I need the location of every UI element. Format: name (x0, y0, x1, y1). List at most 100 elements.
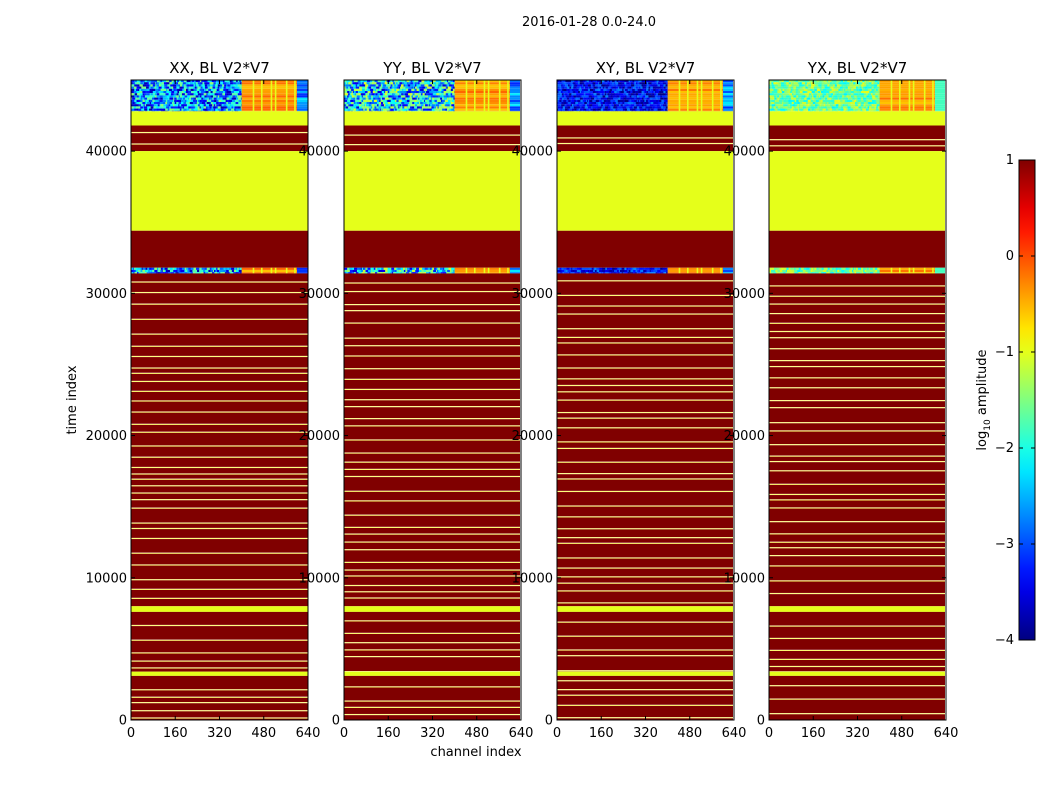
heatmap-cell (383, 272, 386, 274)
heatmap-cell (834, 80, 837, 83)
heatmap-cell (934, 267, 945, 270)
heatmap-cell (206, 99, 209, 102)
heatmap-cell (186, 104, 189, 107)
heatmap-cell (224, 93, 228, 96)
heatmap-cell (417, 102, 420, 105)
heatmap-cell (375, 95, 379, 98)
heatmap-cell (580, 91, 585, 94)
heatmap-cell (808, 108, 811, 111)
heatmap-cell (432, 272, 437, 274)
heatmap-cell (817, 108, 821, 111)
heatmap-cell (411, 272, 415, 274)
heatmap-cell (637, 269, 640, 273)
heatmap-cell (344, 338, 520, 346)
heatmap-cell (231, 106, 234, 109)
heatmap-cell (437, 86, 440, 89)
heatmap-cell (163, 91, 167, 94)
heatmap-cell (184, 104, 188, 107)
heatmap-cell (628, 104, 632, 107)
heatmap-cell (582, 269, 586, 273)
heatmap-cell (861, 91, 865, 94)
heatmap-cell (398, 99, 401, 102)
heatmap-cell (151, 267, 155, 270)
heatmap-cell (420, 84, 424, 87)
heatmap-cell (856, 84, 858, 87)
heatmap-cell (380, 97, 383, 100)
heatmap-cell (131, 485, 308, 487)
heatmap-cell (567, 106, 571, 109)
heatmap-cell (168, 93, 172, 96)
heatmap-cell (722, 108, 733, 111)
heatmap-cell (210, 91, 214, 94)
heatmap-cell (234, 93, 239, 96)
heatmap-cell (599, 82, 602, 85)
heatmap-cell (215, 82, 219, 85)
heatmap-cell (344, 379, 520, 389)
heatmap-cell (845, 269, 850, 273)
heatmap-cell (769, 626, 945, 638)
heatmap-cell (398, 95, 402, 98)
heatmap-cell (369, 108, 372, 111)
heatmap-cell (651, 93, 653, 96)
heatmap-cell (775, 108, 778, 111)
heatmap-cell (170, 84, 174, 87)
heatmap-cell (374, 93, 377, 96)
heatmap-cell (797, 269, 801, 273)
heatmap-cell (358, 104, 362, 107)
heatmap-cell (234, 269, 237, 273)
heatmap-cell (667, 93, 669, 96)
heatmap-cell (180, 269, 183, 273)
heatmap-cell (400, 267, 404, 270)
heatmap-cell (344, 419, 520, 426)
x-tick-label: 0 (765, 726, 773, 741)
heatmap-cell (233, 272, 237, 274)
heatmap-cell (799, 91, 804, 94)
heatmap-cell (400, 95, 403, 98)
heatmap-cell (843, 108, 846, 111)
heatmap-cell (420, 93, 423, 96)
heatmap-cell (828, 99, 832, 102)
heatmap-cell (786, 93, 790, 96)
heatmap-cell (806, 93, 810, 96)
heatmap-cell (236, 91, 240, 94)
heatmap-cell (879, 93, 935, 96)
heatmap-cell (645, 93, 649, 96)
heatmap-cell (686, 267, 689, 274)
heatmap-cell (794, 102, 799, 105)
heatmap-cell (823, 93, 827, 96)
heatmap-cell (802, 80, 805, 83)
heatmap-cell (398, 80, 402, 83)
heatmap-cell (663, 272, 665, 274)
heatmap-cell (450, 102, 454, 105)
heatmap-cell (447, 86, 452, 89)
heatmap-cell (576, 269, 580, 273)
heatmap-cell (636, 104, 639, 107)
heatmap-cell (603, 91, 606, 94)
heatmap-cell (849, 272, 853, 274)
heatmap-cell (344, 452, 520, 454)
heatmap-cell (344, 657, 520, 672)
heatmap-cell (801, 93, 805, 96)
heatmap-cell (233, 84, 237, 87)
heatmap-cell (424, 108, 428, 111)
heatmap-cell (166, 106, 170, 109)
heatmap-cell (374, 99, 378, 102)
heatmap-cell (775, 99, 778, 102)
heatmap-cell (145, 84, 150, 87)
heatmap-cell (789, 88, 792, 91)
heatmap-cell (421, 269, 424, 273)
heatmap-cell (373, 97, 376, 100)
heatmap-cell (188, 86, 192, 89)
heatmap-cell (657, 91, 660, 94)
heatmap-cell (663, 91, 666, 94)
heatmap-cell (173, 88, 175, 91)
heatmap-cell (609, 88, 613, 91)
heatmap-cell (344, 102, 348, 105)
heatmap-cell (139, 80, 142, 83)
heatmap-cell (610, 86, 613, 89)
heatmap-cell (358, 267, 362, 270)
heatmap-cell (622, 84, 626, 87)
heatmap-cell (564, 84, 569, 87)
heatmap-cell (441, 86, 446, 89)
heatmap-cell (615, 84, 619, 87)
